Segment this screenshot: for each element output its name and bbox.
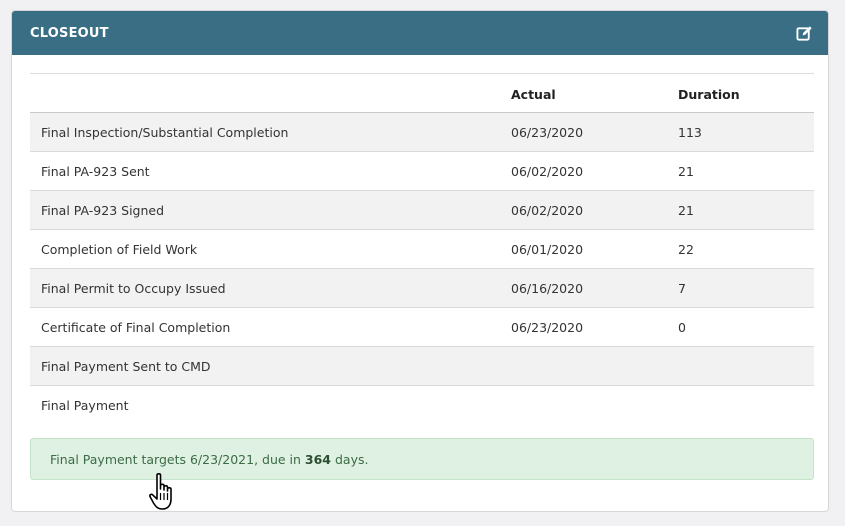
actual-date-cell: 06/23/2020 <box>511 319 584 335</box>
duration-cell: 7 <box>678 280 686 296</box>
actual-date-cell: 06/23/2020 <box>511 124 584 140</box>
table-row: Final Payment Sent to CMD <box>30 346 814 386</box>
table-row: Final Payment <box>30 386 814 425</box>
actual-date-cell: 06/02/2020 <box>511 202 584 218</box>
milestone-cell: Final PA-923 Signed <box>41 202 165 218</box>
duration-cell <box>667 386 814 425</box>
duration-cell: 21 <box>678 202 694 218</box>
duration-cell: 22 <box>678 241 694 257</box>
column-header-actual: Actual <box>511 86 556 102</box>
milestones-table: Actual Duration Final Inspection/Substan… <box>30 73 814 425</box>
milestone-cell: Final Payment Sent to CMD <box>41 358 211 374</box>
table-row: Final Permit to Occupy Issued 06/16/2020… <box>30 268 814 308</box>
duration-cell <box>667 347 814 386</box>
duration-cell: 0 <box>678 319 686 335</box>
actual-date-cell <box>500 347 667 386</box>
table-row: Final Inspection/Substantial Completion … <box>30 112 814 152</box>
alert-text-suffix: days. <box>331 451 369 467</box>
milestone-cell: Final Payment <box>41 397 129 413</box>
panel-title: CLOSEOUT <box>30 25 109 41</box>
duration-cell: 21 <box>678 163 694 179</box>
alert-text-prefix: Final Payment targets 6/23/2021, due in <box>50 451 305 467</box>
duration-cell: 113 <box>678 124 702 140</box>
closeout-panel: CLOSEOUT Actual Duration Final Inspectio… <box>11 10 829 512</box>
milestone-cell: Completion of Field Work <box>41 241 198 257</box>
actual-date-cell: 06/02/2020 <box>511 163 584 179</box>
milestone-cell: Final Inspection/Substantial Completion <box>41 124 289 140</box>
column-header-milestone <box>30 74 500 113</box>
table-row: Final PA-923 Signed 06/02/2020 21 <box>30 190 814 230</box>
milestone-cell: Certificate of Final Completion <box>41 319 231 335</box>
table-row: Certificate of Final Completion 06/23/20… <box>30 308 814 347</box>
actual-date-cell: 06/01/2020 <box>511 241 584 257</box>
hand-pointer-cursor-icon <box>149 473 172 510</box>
table-header-row: Actual Duration <box>30 73 814 113</box>
milestones-table-wrap: Actual Duration Final Inspection/Substan… <box>30 73 814 425</box>
table-row: Completion of Field Work 06/01/2020 22 <box>30 230 814 269</box>
edit-icon[interactable] <box>796 25 813 42</box>
milestone-cell: Final Permit to Occupy Issued <box>41 280 226 296</box>
table-row: Final PA-923 Sent 06/02/2020 21 <box>30 152 814 191</box>
alert-days-count: 364 <box>304 451 331 467</box>
actual-date-cell <box>500 386 667 425</box>
milestone-cell: Final PA-923 Sent <box>41 163 150 179</box>
panel-header: CLOSEOUT <box>12 11 828 55</box>
column-header-duration: Duration <box>678 86 740 102</box>
final-payment-alert: Final Payment targets 6/23/2021, due in … <box>30 438 814 480</box>
actual-date-cell: 06/16/2020 <box>511 280 584 296</box>
